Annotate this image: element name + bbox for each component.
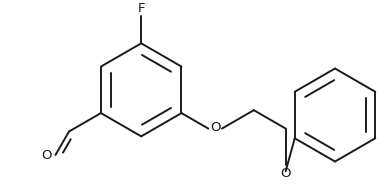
Text: O: O (280, 167, 291, 180)
Text: O: O (210, 121, 221, 134)
Text: F: F (137, 2, 145, 15)
Text: O: O (41, 149, 51, 162)
